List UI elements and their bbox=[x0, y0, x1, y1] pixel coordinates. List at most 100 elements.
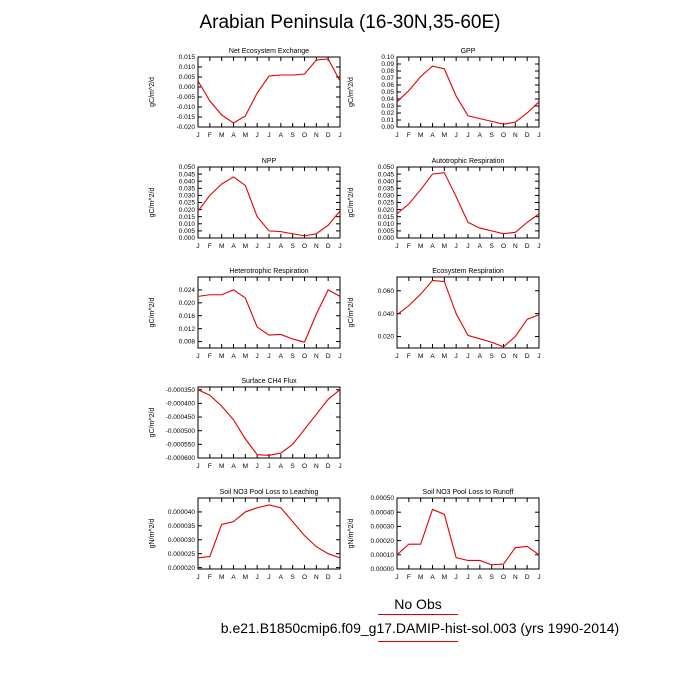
x-tick-label: M bbox=[219, 243, 224, 250]
x-tick-label: A bbox=[231, 574, 236, 581]
y-tick-label: 0.000035 bbox=[168, 523, 195, 530]
y-axis-label: gC/m^2/d bbox=[149, 188, 156, 218]
x-tick-label: A bbox=[279, 574, 284, 581]
x-tick-label: D bbox=[525, 353, 530, 360]
y-tick-label: 0.040 bbox=[378, 311, 395, 318]
x-tick-label: S bbox=[489, 132, 494, 139]
y-tick-label: 0.020 bbox=[179, 300, 196, 307]
x-tick-label: D bbox=[326, 353, 331, 360]
panel-frame bbox=[396, 56, 540, 128]
series-line bbox=[197, 176, 341, 237]
x-tick-label: A bbox=[430, 353, 435, 360]
y-axis-label: gN/m^2/d bbox=[348, 519, 355, 549]
panel-frame bbox=[396, 276, 540, 349]
y-axis-label: gC/m^2/d bbox=[149, 298, 156, 328]
x-tick-label: N bbox=[314, 463, 319, 470]
y-tick-label: 0.015 bbox=[378, 214, 395, 221]
panel-frame bbox=[197, 56, 341, 128]
x-tick-label: O bbox=[302, 574, 307, 581]
y-tick-label: 0.010 bbox=[179, 221, 196, 228]
x-tick-label: J bbox=[338, 132, 341, 139]
x-tick-label: O bbox=[501, 574, 506, 581]
y-tick-label: 0.005 bbox=[378, 228, 395, 235]
x-tick-label: O bbox=[501, 353, 506, 360]
x-tick-label: J bbox=[395, 574, 398, 581]
series-line bbox=[396, 172, 540, 235]
panel-6: Surface CH4 Flux gC/m^2/d -0.000600 -0.0005… bbox=[149, 378, 342, 470]
y-tick-label: 0.05 bbox=[381, 89, 394, 96]
y-tick-label: 0.035 bbox=[179, 186, 196, 193]
x-tick-label: O bbox=[501, 132, 506, 139]
x-tick-label: N bbox=[513, 132, 518, 139]
y-axis-label: gC/m^2/d bbox=[348, 77, 355, 107]
x-tick-label: F bbox=[208, 132, 212, 139]
x-tick-label: J bbox=[455, 353, 458, 360]
y-axis-label: gC/m^2/d bbox=[348, 298, 355, 328]
y-tick-label: 0.00010 bbox=[371, 552, 395, 559]
x-tick-label: M bbox=[219, 574, 224, 581]
x-tick-label: M bbox=[418, 574, 423, 581]
y-tick-label: 0.045 bbox=[378, 171, 395, 178]
x-tick-label: M bbox=[418, 243, 423, 250]
x-tick-label: O bbox=[302, 353, 307, 360]
panel-8: Soil NO3 Pool Loss to Runoff gN/m^2/d 0.00… bbox=[348, 489, 541, 581]
x-tick-label: D bbox=[525, 574, 530, 581]
x-tick-label: N bbox=[513, 243, 518, 250]
series-line bbox=[197, 58, 341, 124]
panel-frame bbox=[197, 497, 341, 570]
x-tick-label: J bbox=[267, 463, 270, 470]
x-tick-label: N bbox=[513, 574, 518, 581]
y-axis-label: gC/m^2/d bbox=[348, 188, 355, 218]
x-tick-label: J bbox=[455, 132, 458, 139]
panel-7: Soil NO3 Pool Loss to Leaching gN/m^2/d 0.… bbox=[149, 489, 342, 581]
panel-title: GPP bbox=[461, 48, 476, 55]
y-tick-label: 0.00020 bbox=[371, 538, 395, 545]
x-tick-label: N bbox=[314, 132, 319, 139]
y-tick-label: 0.000030 bbox=[168, 537, 195, 544]
series-line bbox=[197, 389, 341, 456]
legend-line bbox=[378, 614, 458, 615]
x-tick-label: F bbox=[208, 463, 212, 470]
x-tick-label: O bbox=[501, 243, 506, 250]
x-tick-label: J bbox=[537, 132, 540, 139]
y-tick-label: 0.000 bbox=[378, 235, 395, 242]
x-tick-label: M bbox=[243, 353, 248, 360]
x-tick-label: J bbox=[196, 132, 199, 139]
panel-title: Soil NO3 Pool Loss to Runoff bbox=[423, 489, 514, 496]
x-tick-label: O bbox=[302, 463, 307, 470]
x-tick-label: J bbox=[395, 243, 398, 250]
y-tick-label: -0.000400 bbox=[166, 401, 196, 408]
x-tick-label: J bbox=[256, 132, 259, 139]
x-tick-label: A bbox=[478, 243, 483, 250]
x-tick-label: D bbox=[525, 132, 530, 139]
x-tick-label: F bbox=[407, 132, 411, 139]
x-tick-label: J bbox=[256, 574, 259, 581]
panel-frame bbox=[396, 166, 540, 239]
y-tick-label: -0.010 bbox=[177, 104, 196, 111]
panel-frame bbox=[396, 497, 540, 570]
panel-title: NPP bbox=[262, 158, 277, 165]
panel-title: Ecosystem Respiration bbox=[432, 268, 504, 275]
panel-frame bbox=[197, 166, 341, 239]
x-tick-label: M bbox=[442, 132, 447, 139]
x-tick-label: F bbox=[208, 353, 212, 360]
x-tick-label: J bbox=[196, 243, 199, 250]
x-tick-label: S bbox=[489, 353, 494, 360]
y-tick-label: 0.020 bbox=[378, 207, 395, 214]
y-tick-label: -0.000550 bbox=[166, 442, 196, 449]
x-tick-label: S bbox=[290, 463, 295, 470]
x-tick-label: N bbox=[513, 353, 518, 360]
x-tick-label: J bbox=[267, 243, 270, 250]
x-tick-label: M bbox=[418, 353, 423, 360]
x-tick-label: J bbox=[267, 132, 270, 139]
x-tick-label: N bbox=[314, 574, 319, 581]
y-tick-label: 0.04 bbox=[381, 96, 394, 103]
y-tick-label: 0.020 bbox=[179, 207, 196, 214]
y-tick-label: 0.005 bbox=[179, 74, 196, 81]
y-tick-label: 0.000025 bbox=[168, 551, 195, 558]
x-tick-label: M bbox=[243, 132, 248, 139]
panel-2: NPP gC/m^2/d 0.0000.0050.0100.0150.0200.02… bbox=[149, 158, 342, 250]
panel-frame bbox=[197, 276, 341, 349]
x-tick-label: A bbox=[478, 132, 483, 139]
